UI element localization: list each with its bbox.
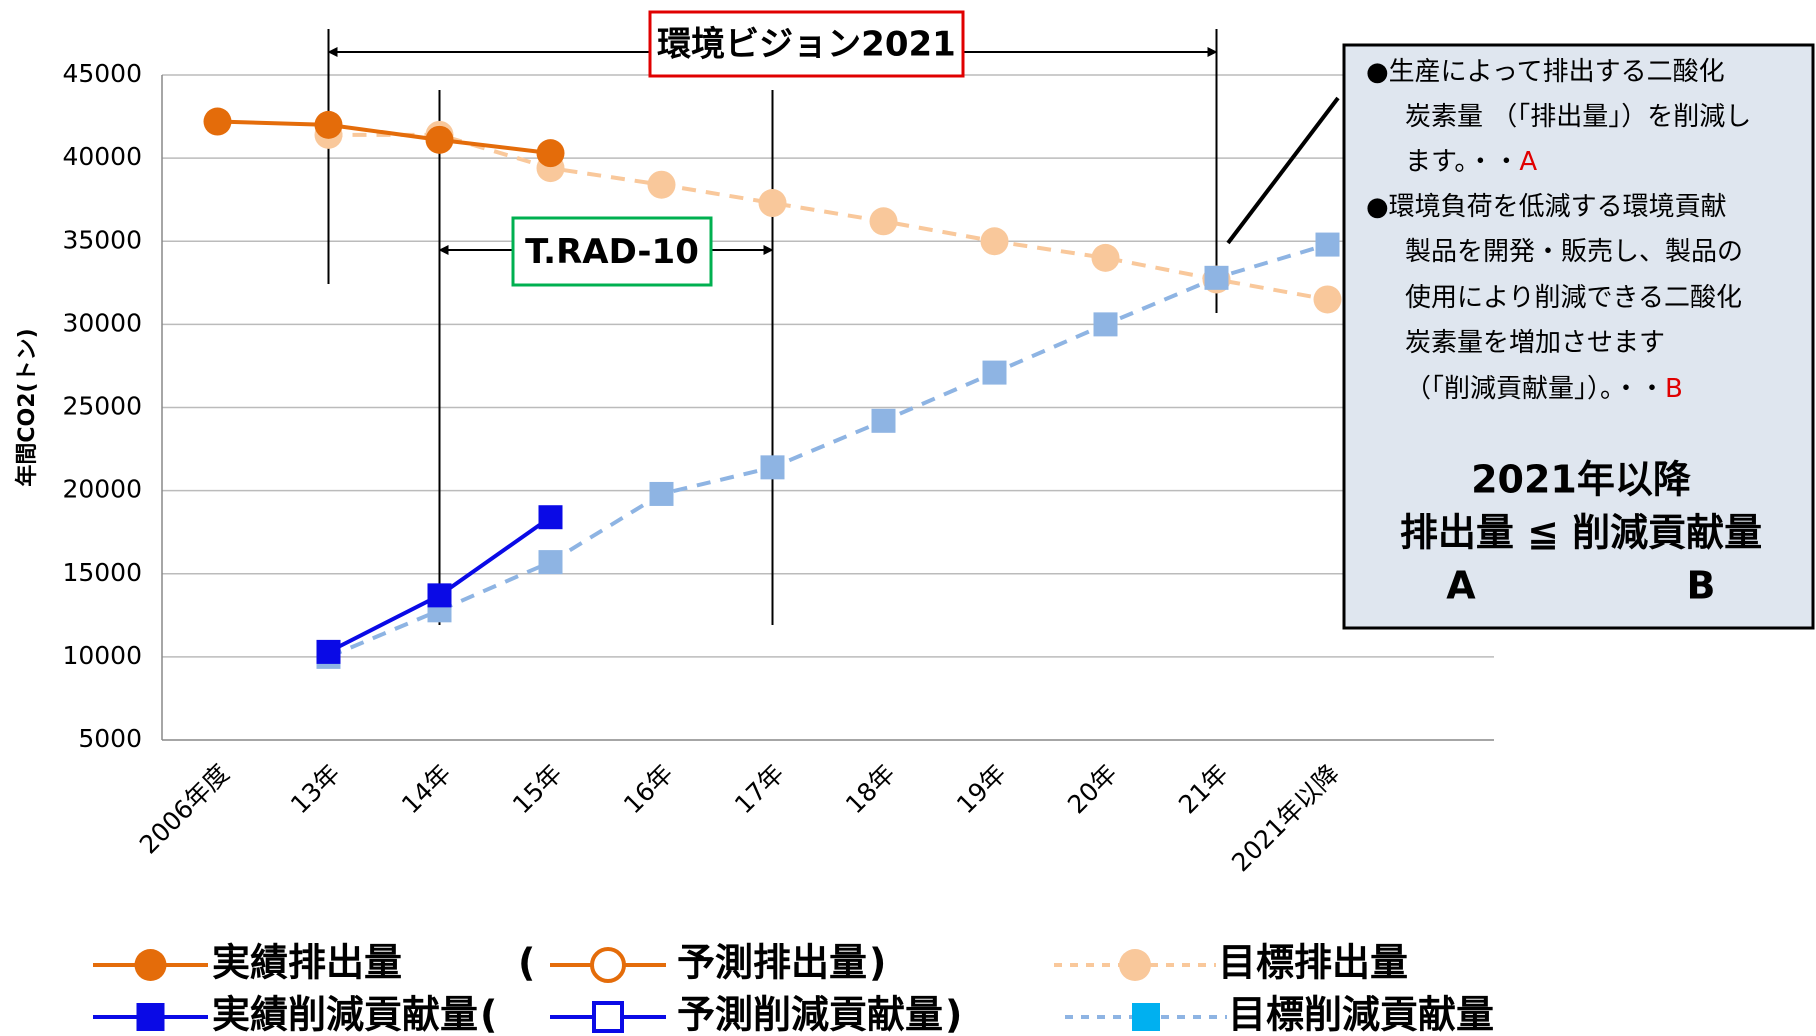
callout-line bbox=[1226, 96, 1340, 245]
legend-paren: ( bbox=[480, 993, 497, 1036]
data-point bbox=[536, 139, 565, 168]
legend-label: 実績排出量 bbox=[212, 941, 402, 985]
data-point bbox=[760, 455, 785, 480]
data-point bbox=[871, 408, 896, 433]
data-point bbox=[1313, 285, 1342, 314]
info-tag: A bbox=[1519, 147, 1537, 177]
legend-label: 予測排出量 bbox=[677, 941, 867, 985]
info-relation: 排出量 ≦ 削減貢献量 bbox=[1400, 511, 1762, 555]
x-tick-label: 16年 bbox=[618, 759, 679, 820]
data-point bbox=[538, 505, 563, 530]
data-point bbox=[425, 125, 454, 154]
series-line bbox=[217, 119, 551, 156]
info-b: B bbox=[1687, 564, 1716, 608]
data-point bbox=[758, 189, 787, 218]
info-line: 使用により削減できる二酸化 bbox=[1405, 283, 1742, 313]
info-text: ●生産によって排出する二酸化 bbox=[1366, 57, 1725, 87]
data-point bbox=[314, 110, 343, 139]
data-point bbox=[1093, 312, 1118, 337]
info-tag: B bbox=[1665, 374, 1683, 404]
info-line: ●環境負荷を低減する環境貢献 bbox=[1366, 192, 1727, 222]
info-text: 炭素量を増加させます bbox=[1405, 328, 1665, 358]
series-line bbox=[328, 132, 1328, 302]
x-tick-label: 2006年度 bbox=[134, 759, 235, 860]
x-tick-label: 14年 bbox=[396, 759, 457, 820]
y-axis-label: 年間CO2(トン) bbox=[14, 328, 40, 486]
legend-item: 予測削減貢献量) bbox=[550, 993, 962, 1036]
y-tick-label: 30000 bbox=[62, 308, 142, 337]
info-text: （「削減貢献量」）。・・B bbox=[1405, 374, 1683, 404]
data-point bbox=[1315, 232, 1340, 257]
info-text: 製品を開発・販売し、製品の bbox=[1405, 237, 1743, 267]
legend-marker bbox=[590, 947, 626, 983]
info-box bbox=[1342, 43, 1815, 630]
legend-marker bbox=[136, 1003, 165, 1031]
legend-item: 実績削減貢献量( bbox=[93, 993, 497, 1036]
x-tick-label: 19年 bbox=[951, 759, 1012, 820]
x-tick-label: 2021年以降 bbox=[1226, 759, 1345, 878]
x-tick-label: 15年 bbox=[507, 759, 568, 820]
x-tick-label: 13年 bbox=[285, 759, 346, 820]
annotation-box bbox=[511, 216, 713, 287]
info-line: 製品を開発・販売し、製品の bbox=[1405, 237, 1743, 267]
legend-marker bbox=[134, 949, 167, 981]
data-point bbox=[316, 639, 341, 664]
legend-label: 実績削減貢献量 bbox=[212, 993, 478, 1036]
annotation-box bbox=[648, 10, 965, 78]
data-point bbox=[538, 550, 563, 575]
legend-marker bbox=[1132, 1003, 1160, 1031]
data-point bbox=[1091, 243, 1120, 272]
data-point bbox=[427, 583, 452, 608]
legend-paren: ) bbox=[869, 941, 886, 985]
info-heading: 2021年以降 bbox=[1471, 458, 1691, 502]
series-line bbox=[327, 242, 1329, 659]
y-tick-label: 10000 bbox=[62, 641, 142, 670]
y-tick-label: 20000 bbox=[62, 475, 142, 504]
legend-item: 目標削減貢献量 bbox=[1065, 993, 1494, 1036]
info-text: 炭素量 （「排出量」）を削減し bbox=[1405, 102, 1751, 132]
x-tick-label: 18年 bbox=[840, 759, 901, 820]
data-point bbox=[647, 170, 676, 199]
info-text: ●環境負荷を低減する環境貢献 bbox=[1366, 192, 1727, 222]
legend-label: 目標排出量 bbox=[1218, 941, 1408, 985]
info-line: 炭素量 （「排出量」）を削減し bbox=[1405, 102, 1751, 132]
info-line: （「削減貢献量」）。・・ bbox=[1405, 374, 1665, 404]
data-point bbox=[869, 207, 898, 236]
annotation-label: T.RAD-10 bbox=[525, 232, 699, 272]
legend-paren: ) bbox=[945, 993, 962, 1036]
y-tick-label: 45000 bbox=[62, 59, 142, 88]
y-tick-label: 5000 bbox=[78, 724, 142, 753]
annotation-label: 環境ビジョン2021 bbox=[657, 25, 956, 65]
y-tick-label: 35000 bbox=[62, 225, 142, 254]
data-point bbox=[203, 107, 232, 136]
legend-marker bbox=[592, 1001, 624, 1033]
info-line: 炭素量を増加させます bbox=[1405, 328, 1665, 358]
y-tick-label: 40000 bbox=[62, 142, 142, 171]
x-tick-label: 17年 bbox=[729, 759, 790, 820]
info-text: 使用により削減できる二酸化 bbox=[1405, 283, 1742, 313]
info-text: ます。・・A bbox=[1405, 147, 1537, 177]
x-tick-label: 21年 bbox=[1173, 759, 1234, 820]
info-a: A bbox=[1446, 564, 1476, 608]
info-line: ●生産によって排出する二酸化 bbox=[1366, 57, 1725, 87]
legend-item: 目標排出量 bbox=[1054, 941, 1408, 985]
data-point bbox=[649, 481, 674, 506]
data-point bbox=[980, 227, 1009, 256]
legend-label: 目標削減貢献量 bbox=[1228, 993, 1494, 1036]
data-point bbox=[1204, 265, 1229, 290]
legend-item: ( 予測排出量) bbox=[518, 941, 886, 985]
legend-paren: ( bbox=[518, 941, 535, 985]
legend-label: 予測削減貢献量 bbox=[677, 993, 943, 1036]
y-tick-label: 25000 bbox=[62, 392, 142, 421]
legend-marker bbox=[1119, 949, 1151, 981]
legend-item: 実績排出量 bbox=[93, 941, 402, 985]
info-line: ます。・・ bbox=[1405, 147, 1519, 177]
y-tick-label: 15000 bbox=[62, 558, 142, 587]
data-point bbox=[982, 360, 1007, 385]
x-tick-label: 20年 bbox=[1062, 759, 1123, 820]
